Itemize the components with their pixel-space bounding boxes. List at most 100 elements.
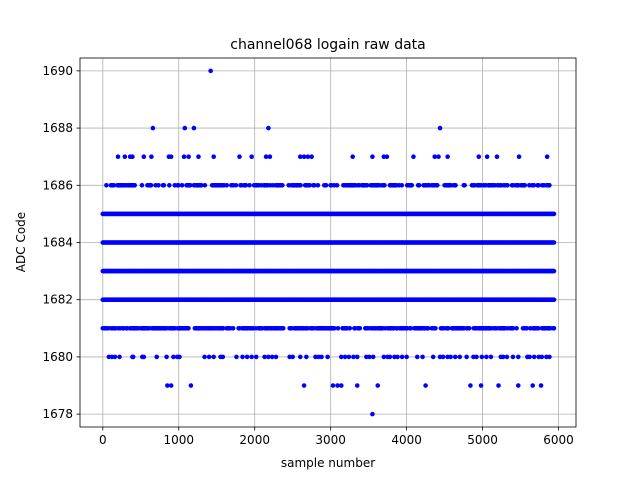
data-point — [230, 326, 236, 331]
data-point — [420, 354, 425, 360]
data-point — [531, 182, 537, 188]
data-point — [440, 354, 446, 360]
data-point — [496, 383, 501, 388]
data-point — [433, 326, 438, 331]
data-point — [301, 383, 307, 388]
data-point — [436, 154, 441, 159]
data-point — [551, 297, 557, 303]
data-point — [510, 326, 516, 331]
data-point — [354, 354, 360, 360]
y-tick-label: 1690 — [42, 64, 73, 78]
data-point — [408, 326, 414, 331]
data-point — [156, 182, 161, 188]
data-point — [524, 326, 529, 331]
data-point — [211, 354, 216, 360]
x-tick-label: 3000 — [315, 433, 346, 447]
data-point — [375, 383, 381, 388]
data-point — [515, 383, 521, 388]
data-point — [211, 154, 216, 159]
data-point — [370, 411, 375, 417]
data-point — [165, 383, 170, 388]
data-point — [187, 182, 193, 188]
x-axis-ticks: 0 1000 2000 3000 4000 5000 6000 — [99, 427, 574, 447]
data-point — [522, 182, 528, 188]
y-tick-label: 1682 — [42, 293, 73, 307]
data-point — [536, 326, 541, 331]
data-point — [249, 154, 254, 159]
data-point — [411, 154, 416, 159]
data-point — [488, 354, 494, 360]
data-point — [298, 182, 303, 188]
data-point — [237, 154, 242, 159]
data-point — [139, 182, 145, 188]
data-point — [179, 182, 185, 188]
data-point — [423, 383, 428, 388]
data-point — [244, 354, 250, 360]
data-point — [220, 354, 226, 360]
data-point — [457, 354, 463, 360]
data-point — [233, 182, 239, 188]
data-point — [311, 182, 317, 188]
data-point — [148, 182, 154, 188]
data-point — [409, 182, 415, 188]
data-point — [319, 354, 324, 360]
data-point — [484, 354, 489, 360]
data-point — [399, 354, 405, 360]
data-point — [381, 354, 387, 360]
data-point — [370, 354, 376, 360]
data-point — [551, 268, 557, 274]
data-point — [104, 182, 109, 188]
data-point — [132, 182, 137, 188]
data-point — [307, 182, 312, 188]
data-point — [297, 154, 303, 159]
data-point — [432, 154, 438, 159]
data-point — [453, 182, 458, 188]
data-point — [466, 326, 472, 331]
data-point — [399, 182, 405, 188]
data-point — [484, 154, 490, 159]
data-point — [479, 354, 485, 360]
chart-title: channel068 logain raw data — [230, 37, 425, 53]
data-point — [280, 182, 285, 188]
data-point — [544, 154, 550, 159]
data-point — [305, 154, 311, 159]
x-tick-label: 6000 — [543, 433, 574, 447]
data-point — [527, 354, 532, 360]
data-point — [395, 354, 400, 360]
data-point — [309, 154, 314, 159]
x-axis-label: sample number — [281, 456, 375, 470]
data-point — [243, 182, 249, 188]
data-point — [168, 383, 174, 388]
data-point — [168, 154, 174, 159]
data-point — [425, 326, 431, 331]
data-point — [445, 154, 450, 159]
data-point — [130, 354, 136, 360]
data-point — [370, 154, 375, 159]
data-point — [335, 383, 340, 388]
data-point — [122, 154, 128, 159]
data-point — [342, 354, 348, 360]
data-point — [474, 354, 479, 360]
data-point — [262, 354, 267, 360]
data-point — [177, 354, 182, 360]
y-tick-label: 1684 — [42, 236, 73, 250]
data-point — [452, 354, 458, 360]
data-point — [505, 182, 510, 188]
data-point — [346, 354, 352, 360]
data-point — [154, 354, 160, 360]
data-point — [551, 326, 557, 331]
data-point — [182, 125, 188, 131]
data-point — [325, 354, 330, 360]
data-point — [530, 383, 535, 388]
data-point — [301, 154, 307, 159]
data-point — [414, 354, 420, 360]
data-point — [176, 182, 181, 188]
data-point — [208, 68, 213, 74]
data-point — [351, 354, 356, 360]
data-point — [141, 154, 147, 159]
data-point — [141, 354, 147, 360]
data-point — [464, 354, 469, 360]
x-tick-label: 4000 — [391, 433, 422, 447]
data-point — [335, 326, 341, 331]
